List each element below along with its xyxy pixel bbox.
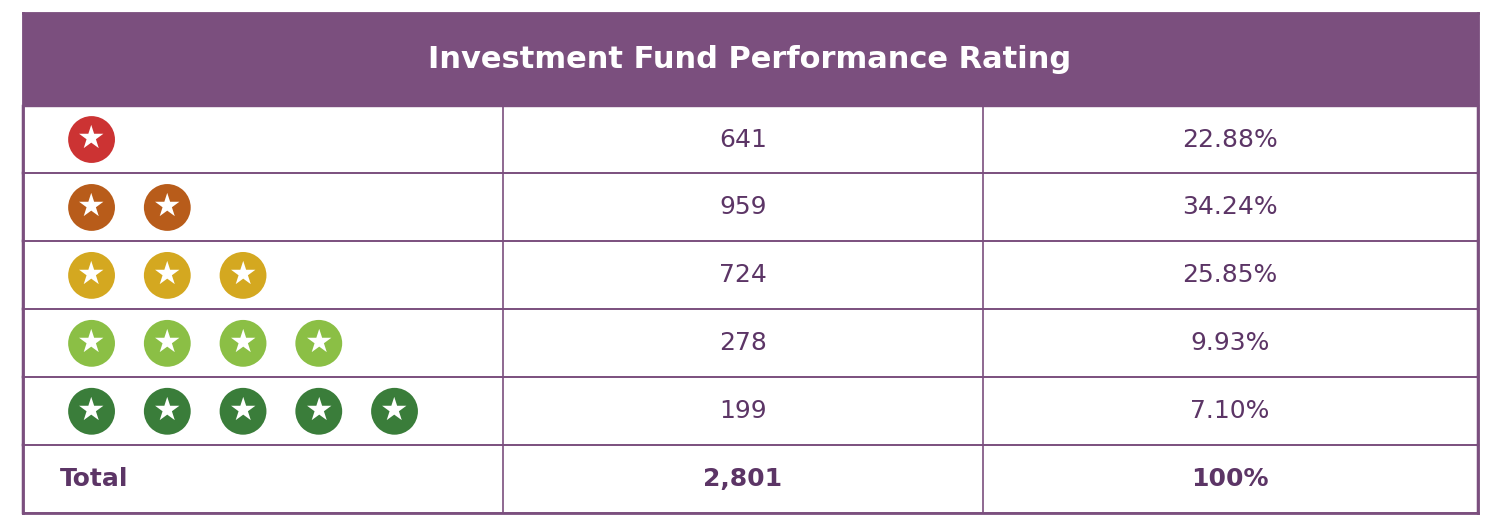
Text: ★: ★ xyxy=(153,260,182,291)
Text: 22.88%: 22.88% xyxy=(1182,128,1278,152)
Text: 9.93%: 9.93% xyxy=(1191,331,1270,355)
Text: 7.10%: 7.10% xyxy=(1191,399,1270,423)
Ellipse shape xyxy=(142,387,192,436)
Text: 2,801: 2,801 xyxy=(704,467,783,491)
Ellipse shape xyxy=(68,115,116,164)
Text: ★: ★ xyxy=(153,328,182,359)
Ellipse shape xyxy=(142,183,192,232)
Ellipse shape xyxy=(68,319,116,368)
Text: ★: ★ xyxy=(230,260,258,291)
Text: ★: ★ xyxy=(78,260,106,291)
Ellipse shape xyxy=(294,319,344,368)
Ellipse shape xyxy=(219,387,267,436)
Ellipse shape xyxy=(142,251,192,300)
Ellipse shape xyxy=(294,387,344,436)
FancyBboxPatch shape xyxy=(22,13,1478,106)
Text: ★: ★ xyxy=(153,396,182,427)
Text: 724: 724 xyxy=(718,264,766,288)
Text: Total: Total xyxy=(60,467,129,491)
Text: 278: 278 xyxy=(718,331,766,355)
Text: ★: ★ xyxy=(78,192,106,223)
Text: 641: 641 xyxy=(718,128,766,152)
Text: 100%: 100% xyxy=(1191,467,1269,491)
Text: ★: ★ xyxy=(78,396,106,427)
Ellipse shape xyxy=(68,387,116,436)
Text: 25.85%: 25.85% xyxy=(1182,264,1278,288)
Text: ★: ★ xyxy=(153,192,182,223)
Text: ★: ★ xyxy=(78,124,106,155)
Text: ★: ★ xyxy=(230,328,258,359)
Text: 34.24%: 34.24% xyxy=(1182,195,1278,219)
Ellipse shape xyxy=(68,183,116,232)
Text: 199: 199 xyxy=(718,399,766,423)
Text: ★: ★ xyxy=(304,328,333,359)
Text: ★: ★ xyxy=(381,396,410,427)
Text: ★: ★ xyxy=(304,396,333,427)
Text: ★: ★ xyxy=(230,396,258,427)
Text: ★: ★ xyxy=(78,328,106,359)
Ellipse shape xyxy=(219,319,267,368)
Ellipse shape xyxy=(370,387,419,436)
Text: Investment Fund Performance Rating: Investment Fund Performance Rating xyxy=(429,45,1071,74)
Ellipse shape xyxy=(68,251,116,300)
Ellipse shape xyxy=(219,251,267,300)
Ellipse shape xyxy=(142,319,192,368)
Text: 959: 959 xyxy=(718,195,766,219)
